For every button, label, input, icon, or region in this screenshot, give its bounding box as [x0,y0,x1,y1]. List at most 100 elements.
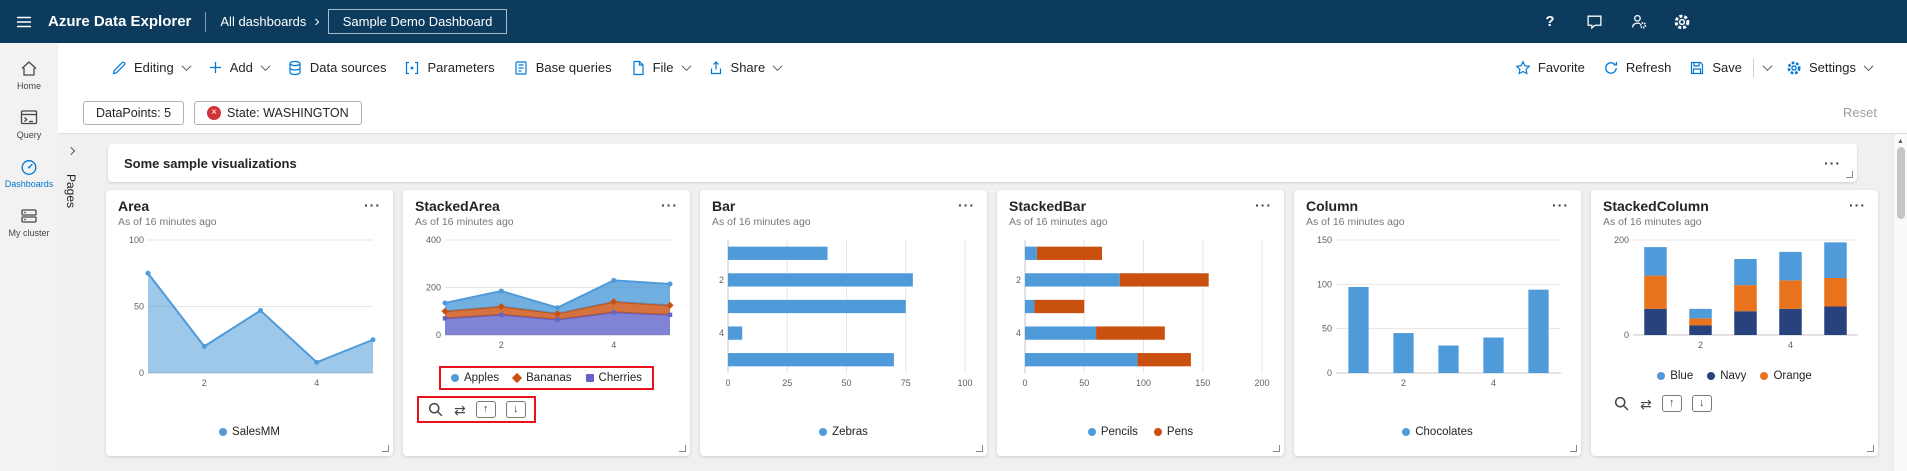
file-dropdown[interactable]: File [621,54,699,82]
settings-button[interactable] [1672,12,1692,32]
resize-handle[interactable] [1867,445,1874,452]
save-split-chevron-button[interactable] [1756,58,1777,77]
tile-search-button[interactable] [1613,395,1630,412]
resize-handle[interactable] [382,445,389,452]
tile-move-down-button[interactable]: ↓ [1691,395,1712,412]
svg-text:4: 4 [1788,340,1793,350]
svg-text:2: 2 [719,275,724,285]
favorite-button[interactable]: Favorite [1506,54,1594,82]
resize-handle[interactable] [1273,445,1280,452]
file-label: File [652,60,674,75]
parameter-pill-datapoints[interactable]: DataPoints: 5 [83,100,185,125]
tile-move-up-button[interactable]: ↑ [1661,395,1682,412]
tile-more-button[interactable]: ··· [958,197,975,213]
dashboard-canvas: Some sample visualizations ··· Area ··· … [84,134,1893,471]
base-queries-button[interactable]: Base queries [504,54,621,82]
section-more-button[interactable]: ··· [1824,155,1841,171]
nav-label: Home [16,81,41,91]
tile-swap-button[interactable]: ⇄ [1640,397,1652,411]
legend-item[interactable]: Chocolates [1402,426,1473,438]
area-chart: 0 50 100 2 4 [129,235,376,388]
legend-item[interactable]: SalesMM [219,426,280,438]
scroll-up-icon[interactable]: ▲ [1897,138,1904,145]
legend-item[interactable]: Pens [1153,426,1193,438]
data-sources-button[interactable]: Data sources [278,54,396,82]
tile-title: StackedColumn [1603,198,1709,214]
scrollbar-thumb[interactable] [1896,147,1905,219]
tile-stackedbar: StackedBar ··· As of 16 minutes ago 0 50 1… [997,190,1284,456]
help-icon: ? [1545,13,1555,30]
tile-swap-button[interactable]: ⇄ [454,403,466,417]
resize-handle[interactable] [1570,445,1577,452]
legend-label: Navy [1720,370,1747,382]
legend-label: Chocolates [1415,426,1473,438]
tile-subtitle: As of 16 minutes ago [1009,216,1108,228]
file-icon [632,60,644,75]
arrow-down-icon: ↓ [512,403,519,415]
svg-text:200: 200 [426,283,441,293]
svg-text:2: 2 [499,340,504,350]
feedback-button[interactable] [1584,12,1604,32]
nav-query[interactable]: Query [1,104,57,145]
tile-move-down-button[interactable]: ↓ [505,401,526,418]
legend-item[interactable]: Navy [1707,370,1746,382]
tile-toolbar: ⇄ ↑ ↓ [1605,392,1720,415]
svg-text:4: 4 [719,328,724,338]
tile-more-button[interactable]: ··· [661,197,678,213]
svg-text:4: 4 [1491,378,1496,388]
resize-handle[interactable] [1846,171,1853,178]
user-settings-button[interactable] [1628,12,1648,32]
tile-move-up-button[interactable]: ↑ [475,401,496,418]
settings-dropdown[interactable]: Settings [1777,54,1881,82]
legend-item[interactable]: Orange [1760,370,1812,382]
resize-handle[interactable] [679,445,686,452]
parameters-icon [406,61,419,74]
share-dropdown[interactable]: Share [699,54,791,82]
tile-more-button[interactable]: ··· [1849,197,1866,213]
chevron-down-icon [772,61,783,72]
svg-text:50: 50 [1322,324,1332,334]
save-button[interactable]: Save [1680,54,1751,82]
dashboard-title-input[interactable]: Sample Demo Dashboard [327,9,508,34]
nav-home[interactable]: Home [1,55,57,96]
legend-marker-icon [450,374,459,382]
pages-label: Pages [64,174,78,209]
help-button[interactable]: ? [1540,12,1560,32]
vertical-scrollbar[interactable]: ▲ [1893,134,1907,471]
tile-more-button[interactable]: ··· [364,197,381,213]
nav-label: Query [16,129,42,140]
hamburger-icon [17,16,31,27]
tile-title: StackedArea [415,198,500,214]
legend-item[interactable]: Cherries [585,372,642,384]
hamburger-menu-button[interactable] [0,0,48,43]
legend-item[interactable]: Zebras [819,426,868,438]
legend-item[interactable]: Blue [1657,370,1693,382]
resize-handle[interactable] [976,445,983,452]
tile-search-button[interactable] [427,401,444,418]
nav-my-cluster[interactable]: My cluster [1,202,57,243]
add-dropdown[interactable]: Add [199,54,278,81]
svg-text:2: 2 [1698,340,1703,350]
tile-more-button[interactable]: ··· [1255,197,1272,213]
command-bar-right: Favorite Refresh Save Settings [1506,54,1881,82]
parameters-button[interactable]: Parameters [395,54,503,82]
refresh-button[interactable]: Refresh [1594,54,1681,82]
expand-pages-button[interactable] [62,142,80,160]
settings-label: Settings [1809,60,1856,75]
legend-label: Apples [463,372,500,384]
section-header-card: Some sample visualizations ··· [108,144,1857,182]
star-icon [1515,59,1531,75]
legend-label: Orange [1773,370,1812,382]
parameter-pill-state[interactable]: × State: WASHINGTON [194,100,362,125]
legend-item[interactable]: Bananas [512,372,572,384]
editing-dropdown[interactable]: Editing [102,54,199,82]
svg-text:0: 0 [1624,330,1629,340]
reset-button[interactable]: Reset [1843,105,1877,120]
tile-more-button[interactable]: ··· [1552,197,1569,213]
nav-dashboards[interactable]: Dashboards [1,153,57,194]
tile-subtitle: As of 16 minutes ago [712,216,811,228]
breadcrumb-all-dashboards[interactable]: All dashboards [220,14,307,29]
command-bar: Editing Add Data sources Parameters Base… [58,43,1907,92]
legend-item[interactable]: Apples [450,372,500,384]
legend-item[interactable]: Pencils [1087,426,1138,438]
